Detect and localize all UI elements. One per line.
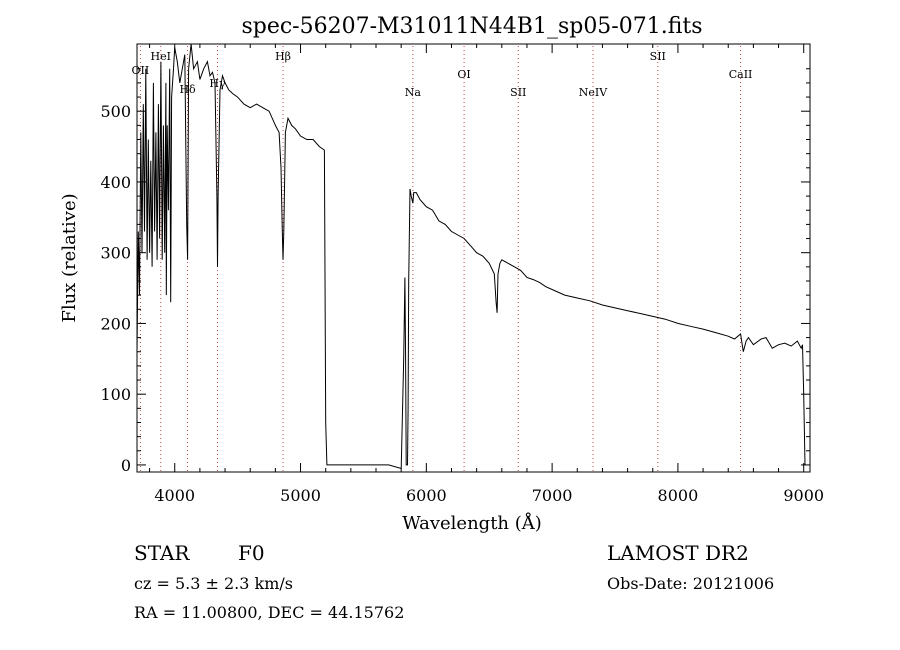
x-axis-ticks: 4000 5000 6000 7000 8000 9000 [149,44,824,505]
line-marker-label: Hβ [275,50,291,63]
y-tick-label: 100 [100,385,131,404]
x-tick-label: 8000 [658,486,699,505]
y-tick-label: 400 [100,173,131,192]
coordinates-readout: RA = 11.00800, DEC = 44.15762 [134,603,405,622]
y-tick-label: 200 [100,314,131,333]
x-tick-label: 4000 [154,486,195,505]
y-axis-label: Flux (relative) [59,193,80,322]
y-tick-label: 0 [121,456,131,475]
line-marker-label: SII [510,86,526,99]
line-marker-label: HeI [151,50,171,63]
x-axis-label: Wavelength (Å) [402,512,542,534]
x-tick-label: 5000 [280,486,321,505]
line-marker-label: SII [650,50,666,63]
line-marker-label: CaII [729,68,753,81]
spectral-subclass: F0 [238,541,265,565]
observation-date: Obs-Date: 20121006 [607,574,775,593]
y-tick-label: 300 [100,244,131,263]
survey-name: LAMOST DR2 [607,541,749,565]
y-axis-ticks: 0 100 200 300 400 500 [100,68,810,475]
x-tick-label: 9000 [783,486,824,505]
line-marker-label: Hδ [179,83,196,96]
x-tick-label: 6000 [406,486,447,505]
spectrum-series-line [136,43,806,470]
chart-title: spec-56207-M31011N44B1_sp05-071.fits [241,14,702,39]
y-tick-label: 500 [100,102,131,121]
line-marker-label: OII [132,64,150,77]
line-marker-label: NeIV [579,86,608,99]
emission-line-markers [139,46,742,472]
line-marker-label: OI [457,68,470,81]
x-tick-label: 7000 [532,486,573,505]
plot-frame [136,43,811,473]
velocity-readout: cz = 5.3 ± 2.3 km/s [134,574,293,593]
object-class: STAR [134,541,190,565]
line-marker-label: Na [405,86,422,99]
